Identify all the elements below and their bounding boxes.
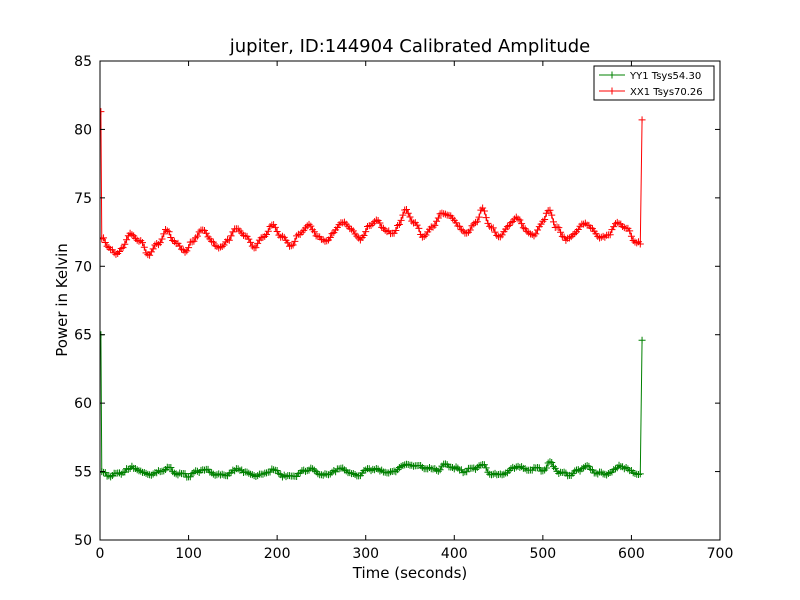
y-tick-label: 65 — [74, 328, 92, 344]
x-axis-label: Time (seconds) — [352, 564, 468, 582]
series-markers-1 — [100, 108, 646, 259]
y-tick-label: 55 — [74, 465, 92, 481]
series-0 — [100, 331, 646, 481]
plot-frame — [99, 60, 721, 541]
x-tick-label: 200 — [264, 546, 291, 562]
legend-label-0: YY1 Tsys54.30 — [629, 71, 701, 82]
series-markers-0 — [100, 331, 646, 481]
x-tick-label: 600 — [618, 546, 645, 562]
axes: 0 100 200 300 400 500 600 700 50 55 60 65 70 75 80 85 — [74, 54, 733, 562]
y-tick-label: 50 — [74, 533, 92, 549]
legend-marker-0 — [608, 71, 616, 79]
y-tick-label: 85 — [74, 54, 92, 70]
x-tick-label: 300 — [352, 546, 379, 562]
legend-marker-1 — [608, 87, 616, 95]
chart-title: jupiter, ID:144904 Calibrated Amplitude — [229, 36, 590, 57]
y-axis-label: Power in Kelvin — [53, 243, 71, 357]
x-tick-label: 0 — [96, 546, 105, 562]
series-1 — [100, 108, 646, 259]
x-tick-label: 700 — [707, 546, 734, 562]
x-tick-label: 100 — [175, 546, 202, 562]
x-tick-label: 400 — [441, 546, 468, 562]
y-tick-label: 75 — [74, 191, 92, 207]
y-tick-label: 70 — [74, 259, 92, 275]
legend: YY1 Tsys54.30 XX1 Tsys70.26 — [593, 65, 715, 101]
y-tick-label: 60 — [74, 396, 92, 412]
y-tick-label: 80 — [74, 122, 92, 138]
legend-box — [593, 65, 715, 101]
legend-label-1: XX1 Tsys70.26 — [630, 87, 703, 98]
plot-area — [100, 108, 646, 481]
x-tick-label: 500 — [529, 546, 556, 562]
